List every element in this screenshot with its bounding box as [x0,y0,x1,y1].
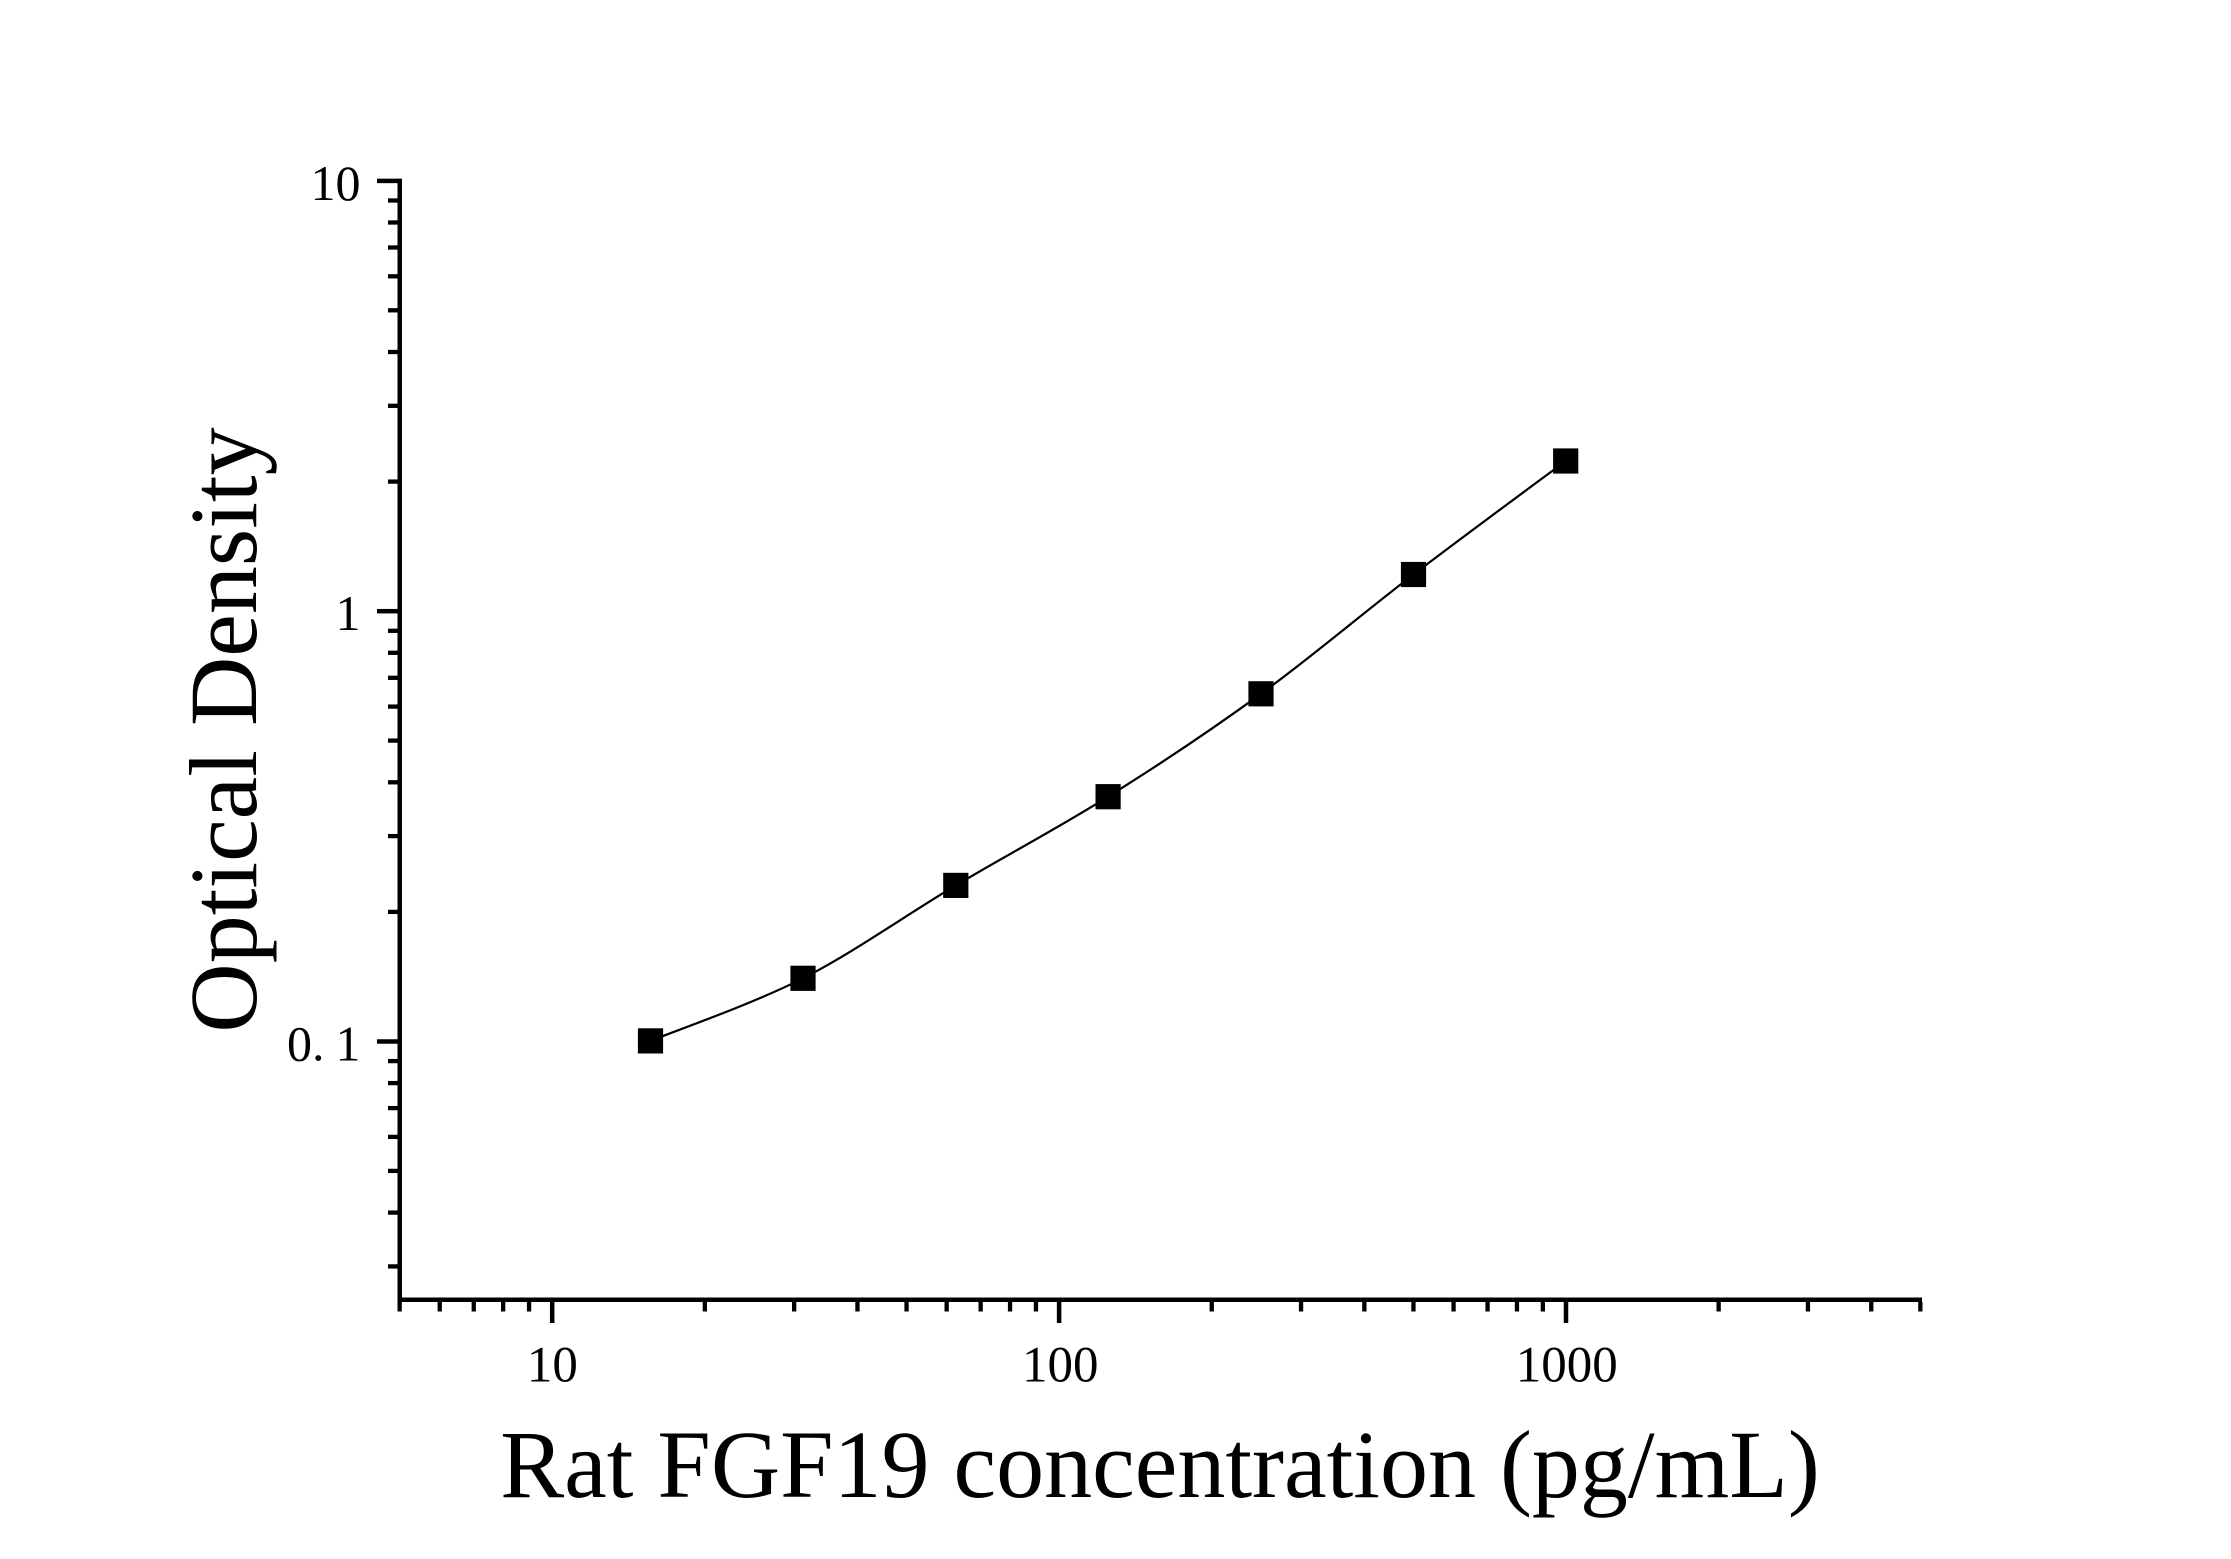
svg-text:0.: 0. [287,1016,325,1072]
svg-text:Optical Density: Optical Density [170,427,277,1032]
svg-text:1000: 1000 [1516,1338,1618,1394]
svg-text:10: 10 [311,155,361,211]
svg-text:1: 1 [336,1016,361,1072]
svg-text:100: 100 [1022,1338,1099,1394]
svg-text:10: 10 [527,1338,578,1394]
svg-text:Rat FGF19 concentration (pg/mL: Rat FGF19 concentration (pg/mL) [500,1411,1820,1518]
svg-text:1: 1 [336,585,361,641]
